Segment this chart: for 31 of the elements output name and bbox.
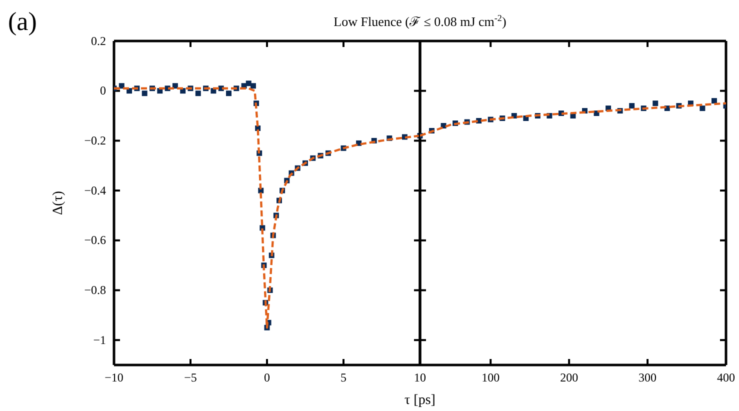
x-tick-label: −10 bbox=[104, 370, 124, 385]
point bbox=[172, 83, 178, 89]
y-tick-label: −1 bbox=[93, 332, 106, 347]
y-tick-label: −0.2 bbox=[84, 134, 106, 148]
point bbox=[142, 90, 148, 96]
point bbox=[700, 106, 706, 112]
x-axis-title: τ [ps] bbox=[404, 393, 436, 408]
point bbox=[246, 80, 252, 86]
chart-title: Low Fluence (ℱ ≤ 0.08 mJ cm$^{-2}$) bbox=[334, 13, 506, 29]
x-tick-label: 0 bbox=[264, 370, 270, 385]
y-tick-label: 0.2 bbox=[91, 34, 106, 48]
x-tick-label: 300 bbox=[638, 370, 657, 385]
x-tick-label: 200 bbox=[560, 370, 578, 385]
text: (a) bbox=[8, 7, 37, 36]
y-tick-label: −0.4 bbox=[84, 183, 106, 198]
y-tick-label: −0.6 bbox=[84, 233, 106, 248]
x-tick-label: 100 bbox=[482, 370, 500, 385]
y-tick-label: −0.8 bbox=[84, 283, 106, 298]
y-axis-title: Δ(τ) bbox=[51, 190, 66, 215]
point bbox=[195, 90, 201, 96]
x-tick-label: 5 bbox=[340, 370, 346, 385]
point bbox=[226, 90, 232, 96]
x-tick-label: −5 bbox=[184, 370, 197, 385]
x-tick-label: 400 bbox=[717, 370, 735, 385]
point bbox=[250, 83, 256, 89]
point bbox=[629, 103, 635, 109]
point bbox=[652, 100, 658, 106]
y-tick-label: 0 bbox=[100, 84, 106, 98]
x-tick-label: 10 bbox=[414, 370, 426, 385]
point bbox=[711, 98, 717, 104]
point bbox=[118, 83, 124, 89]
